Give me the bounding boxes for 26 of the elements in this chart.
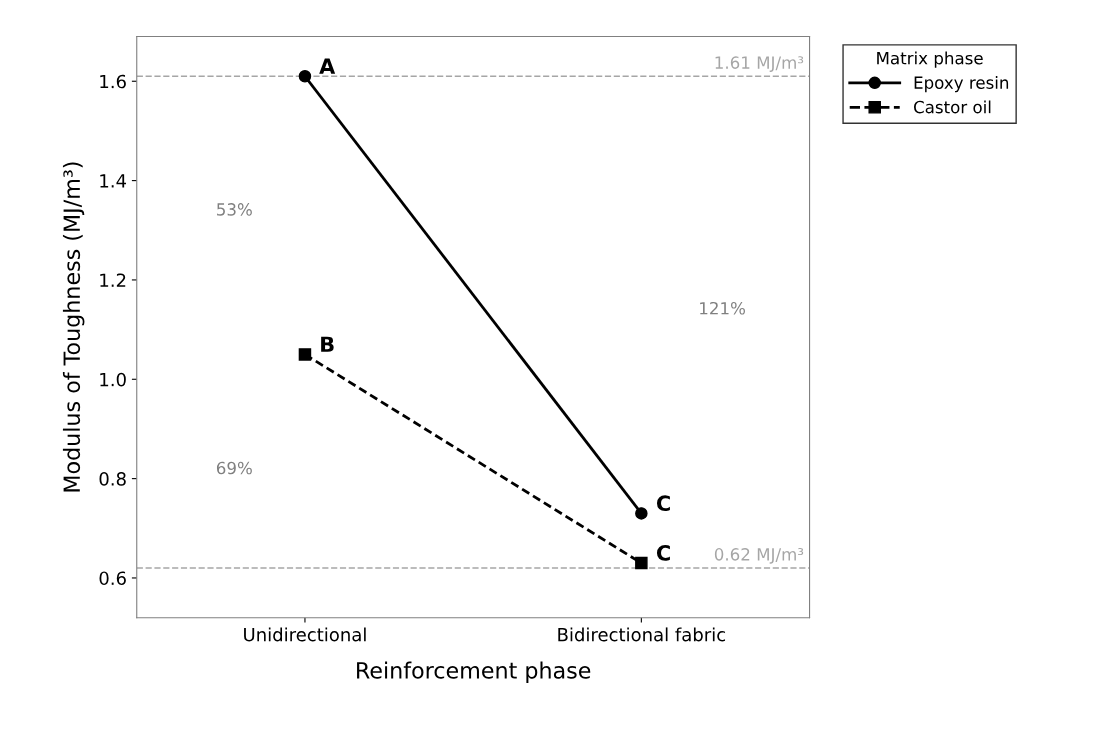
annotation: 69% — [216, 461, 252, 475]
legend-title: Matrix phase — [877, 51, 983, 68]
annotation: 121% — [700, 301, 745, 315]
x-tick-label: Unidirectional — [244, 627, 366, 642]
x-tick-label: Bidirectional fabric — [558, 627, 726, 642]
ref-line-label: 0.62 MJ/m³ — [714, 548, 804, 564]
y-tick-label: 1.6 — [100, 74, 126, 89]
y-tick-label: 1.2 — [100, 273, 126, 287]
annotation: C — [656, 495, 670, 512]
y-tick-label: 1.0 — [100, 372, 126, 387]
point — [298, 70, 312, 83]
annotation: 53% — [217, 203, 252, 216]
x-axis-title: Reinforcement phase — [357, 661, 591, 684]
point — [635, 556, 648, 570]
y-tick-label: 0.8 — [99, 472, 126, 486]
ref-line-label: 1.61 MJ/m³ — [715, 56, 804, 72]
annotation: B — [321, 336, 334, 352]
y-axis-title: Modulus of Toughness (MJ/m³) — [62, 162, 85, 492]
point — [635, 507, 648, 520]
legend-label: Castor oil — [913, 100, 991, 114]
annotation: A — [319, 58, 336, 74]
legend-label: Epoxy resin — [914, 76, 1009, 93]
point — [298, 348, 312, 361]
annotation: C — [656, 545, 670, 561]
y-tick-label: 1.4 — [100, 174, 127, 188]
y-tick-label: 0.6 — [99, 571, 126, 586]
